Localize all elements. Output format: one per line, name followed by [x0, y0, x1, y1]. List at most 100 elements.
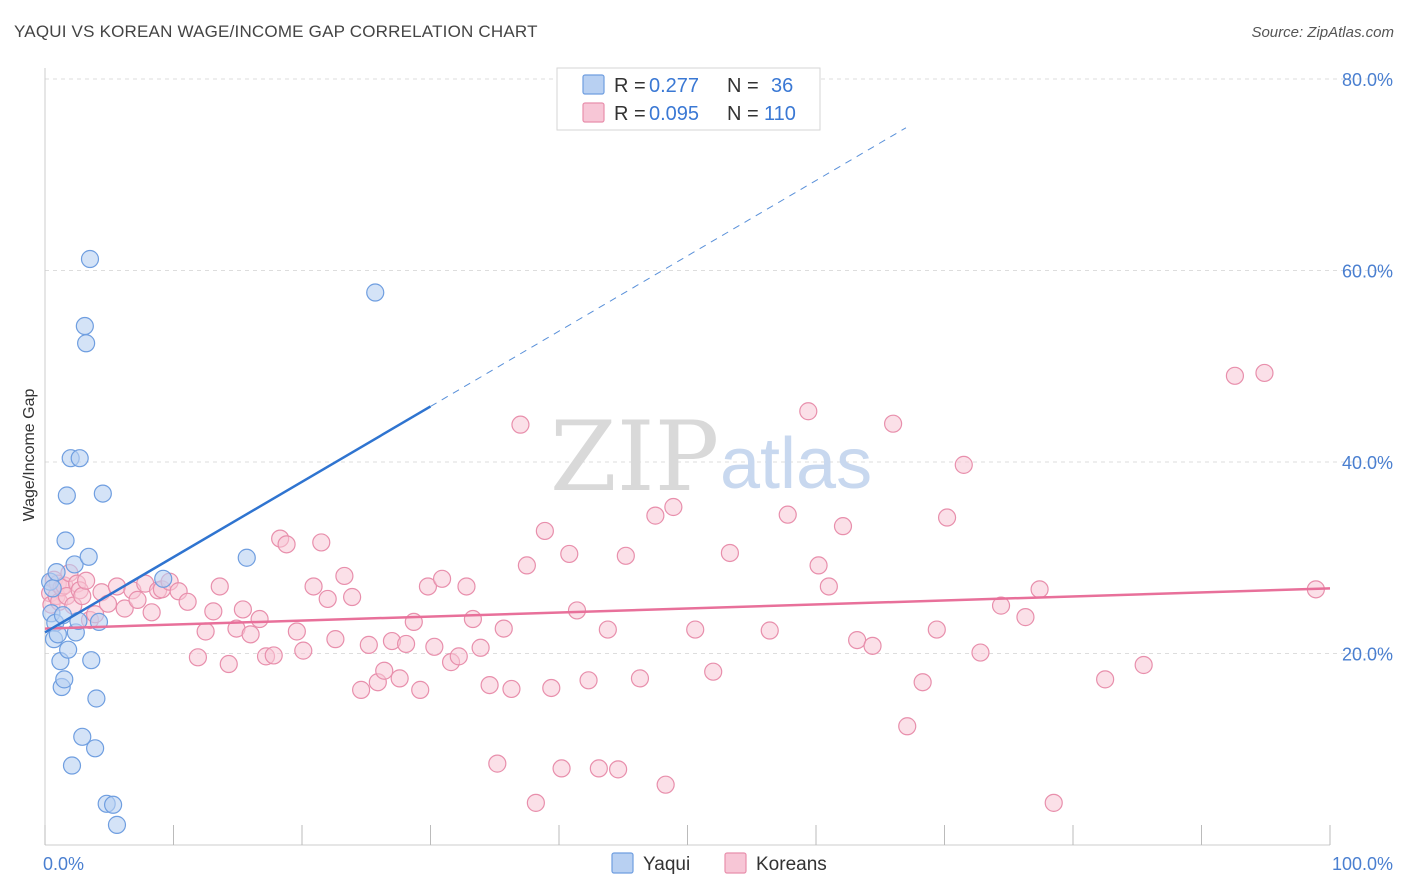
- legend-r-value: 0.095: [649, 103, 699, 125]
- koreans-point: [809, 556, 828, 575]
- series-legend: Yaqui Koreans: [611, 852, 827, 875]
- yaqui-point: [56, 531, 75, 550]
- legend-n-value: 110: [764, 103, 796, 125]
- koreans-point: [799, 402, 818, 421]
- koreans-point: [560, 544, 579, 564]
- koreans-point: [287, 622, 306, 641]
- koreans-point: [396, 634, 416, 654]
- axes: [44, 68, 1331, 846]
- koreans-point: [418, 577, 438, 596]
- koreans-point: [517, 556, 536, 575]
- yaqui-point: [65, 555, 84, 574]
- yaqui-point: [55, 670, 74, 689]
- chart-title: YAQUI VS KOREAN WAGE/INCOME GAP CORRELAT…: [14, 22, 538, 41]
- koreans-point: [425, 637, 444, 656]
- koreans-point: [188, 648, 208, 667]
- yaqui-point: [86, 739, 105, 758]
- x-tick-label: 0.0%: [43, 854, 84, 874]
- koreans-point: [630, 669, 650, 688]
- yaqui-point: [70, 449, 89, 468]
- correlation-legend: R = 0.277 N = 36 R = 0.095 N = 110: [556, 67, 821, 131]
- yaqui-point: [47, 563, 66, 582]
- koreans-point: [142, 603, 161, 622]
- koreans-point: [778, 505, 797, 524]
- koreans-point: [128, 590, 147, 609]
- koreans-point: [204, 602, 223, 621]
- legend-swatch-yaqui: [582, 74, 605, 95]
- koreans-point: [526, 793, 545, 812]
- koreans-points: [41, 363, 1325, 812]
- y-tick-label: 60.0%: [1342, 262, 1393, 282]
- x-tick-label: 100.0%: [1332, 854, 1393, 874]
- koreans-point: [991, 596, 1011, 615]
- koreans-point: [664, 497, 683, 517]
- koreans-point: [609, 760, 628, 779]
- koreans-point: [326, 630, 345, 649]
- koreans-point: [449, 647, 468, 666]
- koreans-point: [502, 679, 521, 699]
- koreans-point: [318, 589, 337, 609]
- koreans-point: [913, 673, 932, 692]
- koreans-point: [1096, 670, 1115, 689]
- yaqui-point: [104, 795, 123, 814]
- y-tick-label: 20.0%: [1342, 645, 1393, 665]
- koreans-point: [589, 759, 608, 778]
- koreans-point: [210, 577, 229, 596]
- legend-r-value: 0.277: [649, 75, 699, 97]
- legend-series-koreans: Koreans: [756, 854, 827, 875]
- yaqui-point: [75, 316, 94, 336]
- koreans-point: [579, 671, 598, 690]
- koreans-point: [833, 517, 853, 536]
- koreans-point: [598, 620, 617, 639]
- y-axis-label: Wage/Income Gap: [21, 389, 38, 522]
- chart-source: Source: ZipAtlas.com: [1251, 24, 1394, 41]
- koreans-point: [552, 759, 571, 778]
- koreans-point: [494, 619, 513, 638]
- koreans-point: [312, 533, 331, 552]
- watermark: ZIP atlas: [550, 401, 872, 513]
- yaqui-point: [59, 640, 78, 659]
- yaqui-point: [79, 547, 98, 566]
- koreans-point: [411, 680, 430, 699]
- y-tick-label: 40.0%: [1342, 453, 1393, 473]
- yaqui-point: [107, 815, 127, 834]
- koreans-point: [616, 546, 635, 565]
- yaqui-trend-line: [44, 405, 432, 634]
- yaqui-point: [93, 484, 112, 503]
- yaqui-point: [73, 727, 92, 746]
- koreans-point: [567, 601, 587, 620]
- koreans-point: [264, 646, 283, 665]
- koreans-point: [359, 635, 378, 654]
- koreans-point: [343, 587, 362, 607]
- yaqui-point: [62, 756, 82, 775]
- legend-r-label: R =: [614, 75, 646, 97]
- koreans-point: [352, 680, 371, 699]
- grid-lines: [45, 78, 1392, 654]
- yaqui-point: [237, 548, 256, 567]
- koreans-point: [241, 625, 260, 644]
- koreans-point: [1016, 608, 1035, 627]
- yaqui-point: [82, 651, 101, 670]
- koreans-point: [1134, 655, 1153, 675]
- koreans-point: [471, 638, 490, 657]
- koreans-point: [883, 414, 903, 433]
- koreans-point: [432, 569, 452, 588]
- koreans-trend-line: [44, 587, 1331, 630]
- yaqui-point: [77, 334, 96, 353]
- yaqui-point: [366, 283, 385, 302]
- yaqui-point: [57, 486, 76, 505]
- legend-r-label: R =: [614, 103, 646, 125]
- legend-swatch-yaqui: [611, 852, 634, 874]
- koreans-point: [294, 641, 313, 660]
- legend-series-yaqui: Yaqui: [643, 854, 690, 875]
- koreans-point: [656, 775, 675, 794]
- koreans-point: [304, 577, 323, 596]
- tick-labels: 20.0% 40.0% 60.0% 80.0% 0.0% 100.0%: [43, 70, 1393, 874]
- yaqui-point: [80, 249, 100, 269]
- yaqui-trend-extension: [430, 127, 907, 407]
- koreans-point: [196, 622, 215, 641]
- trend-lines: [44, 127, 1331, 634]
- koreans-point: [488, 754, 507, 773]
- watermark-zip: ZIP: [550, 401, 719, 513]
